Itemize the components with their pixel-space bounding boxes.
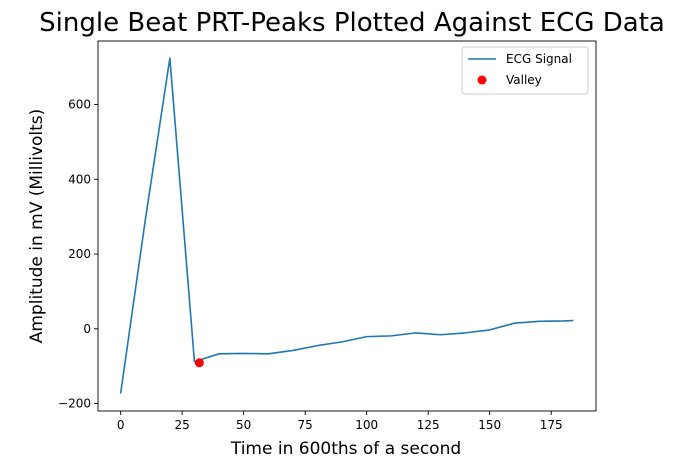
x-tick-label: 125 — [417, 418, 440, 432]
chart-title: Single Beat PRT-Peaks Plotted Against EC… — [39, 8, 665, 38]
plot-frame — [97, 40, 597, 412]
plot-area — [97, 40, 597, 412]
y-axis-label: Amplitude in mV (Millivolts) — [27, 109, 47, 344]
x-tick-label: 175 — [540, 418, 563, 432]
legend-label: Valley — [506, 73, 542, 87]
y-tick-label: 200 — [68, 247, 91, 261]
x-tick-label: 0 — [117, 418, 125, 432]
x-axis-label: Time in 600ths of a second — [230, 439, 461, 459]
y-tick-label: 0 — [83, 322, 91, 336]
legend-label: ECG Signal — [506, 52, 572, 66]
x-tick-label: 25 — [175, 418, 190, 432]
x-tick-label: 100 — [355, 418, 378, 432]
y-tick-label: 400 — [68, 172, 91, 186]
legend: ECG Signal Valley — [461, 46, 589, 95]
x-tick-label: 75 — [298, 418, 313, 432]
plot-background — [98, 41, 596, 411]
x-tick-label: 50 — [236, 418, 251, 432]
valley-point — [194, 358, 204, 368]
y-tick-label: −200 — [58, 397, 91, 411]
y-axis: −200 0 200 400 600 — [58, 98, 98, 411]
x-axis: 0 25 50 75 100 125 150 175 — [117, 411, 563, 432]
legend-marker-swatch — [477, 75, 487, 85]
y-tick-label: 600 — [68, 98, 91, 112]
x-tick-label: 150 — [478, 418, 501, 432]
